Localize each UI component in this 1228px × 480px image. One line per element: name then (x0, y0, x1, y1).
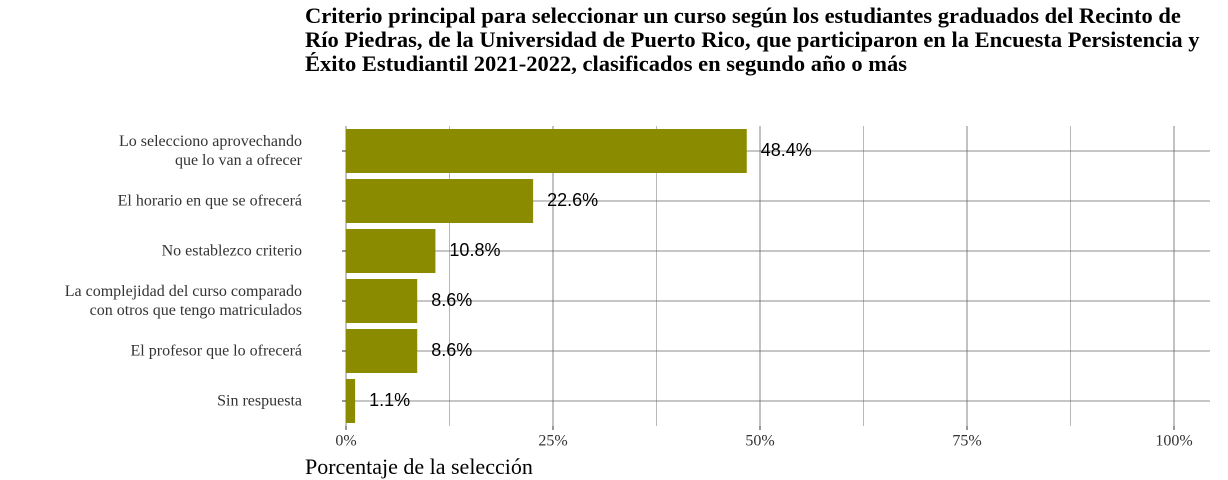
bar (346, 379, 356, 423)
y-tick-label: La complejidad del curso comparado con o… (64, 283, 302, 319)
x-tick-label: 100% (1155, 433, 1192, 450)
x-tick-label: 0% (335, 433, 356, 450)
y-tick-label: Lo selecciono aprovechando que lo van a … (118, 133, 302, 169)
y-tick-label: Sin respuesta (217, 392, 302, 410)
value-label: 48.4% (761, 140, 812, 160)
x-tick-label: 50% (745, 433, 774, 450)
value-label: 22.6% (547, 190, 598, 210)
chart-title: Criterio principal para seleccionar un c… (305, 3, 1200, 76)
value-label: 1.1% (369, 390, 410, 410)
value-label: 10.8% (449, 240, 500, 260)
bar (346, 329, 418, 373)
y-tick-label: No establezco criterio (161, 242, 302, 260)
x-axis-label: Porcentaje de la selección (305, 454, 533, 479)
value-label: 8.6% (431, 340, 472, 360)
bar (346, 279, 418, 323)
bar (346, 179, 534, 223)
value-label: 8.6% (431, 290, 472, 310)
x-tick-label: 75% (952, 433, 981, 450)
y-tick-label: El profesor que lo ofrecerá (130, 342, 302, 360)
x-tick-label: 25% (538, 433, 567, 450)
y-tick-label: El horario en que se ofrecerá (117, 192, 302, 210)
bar (346, 229, 436, 273)
bar (346, 129, 747, 173)
